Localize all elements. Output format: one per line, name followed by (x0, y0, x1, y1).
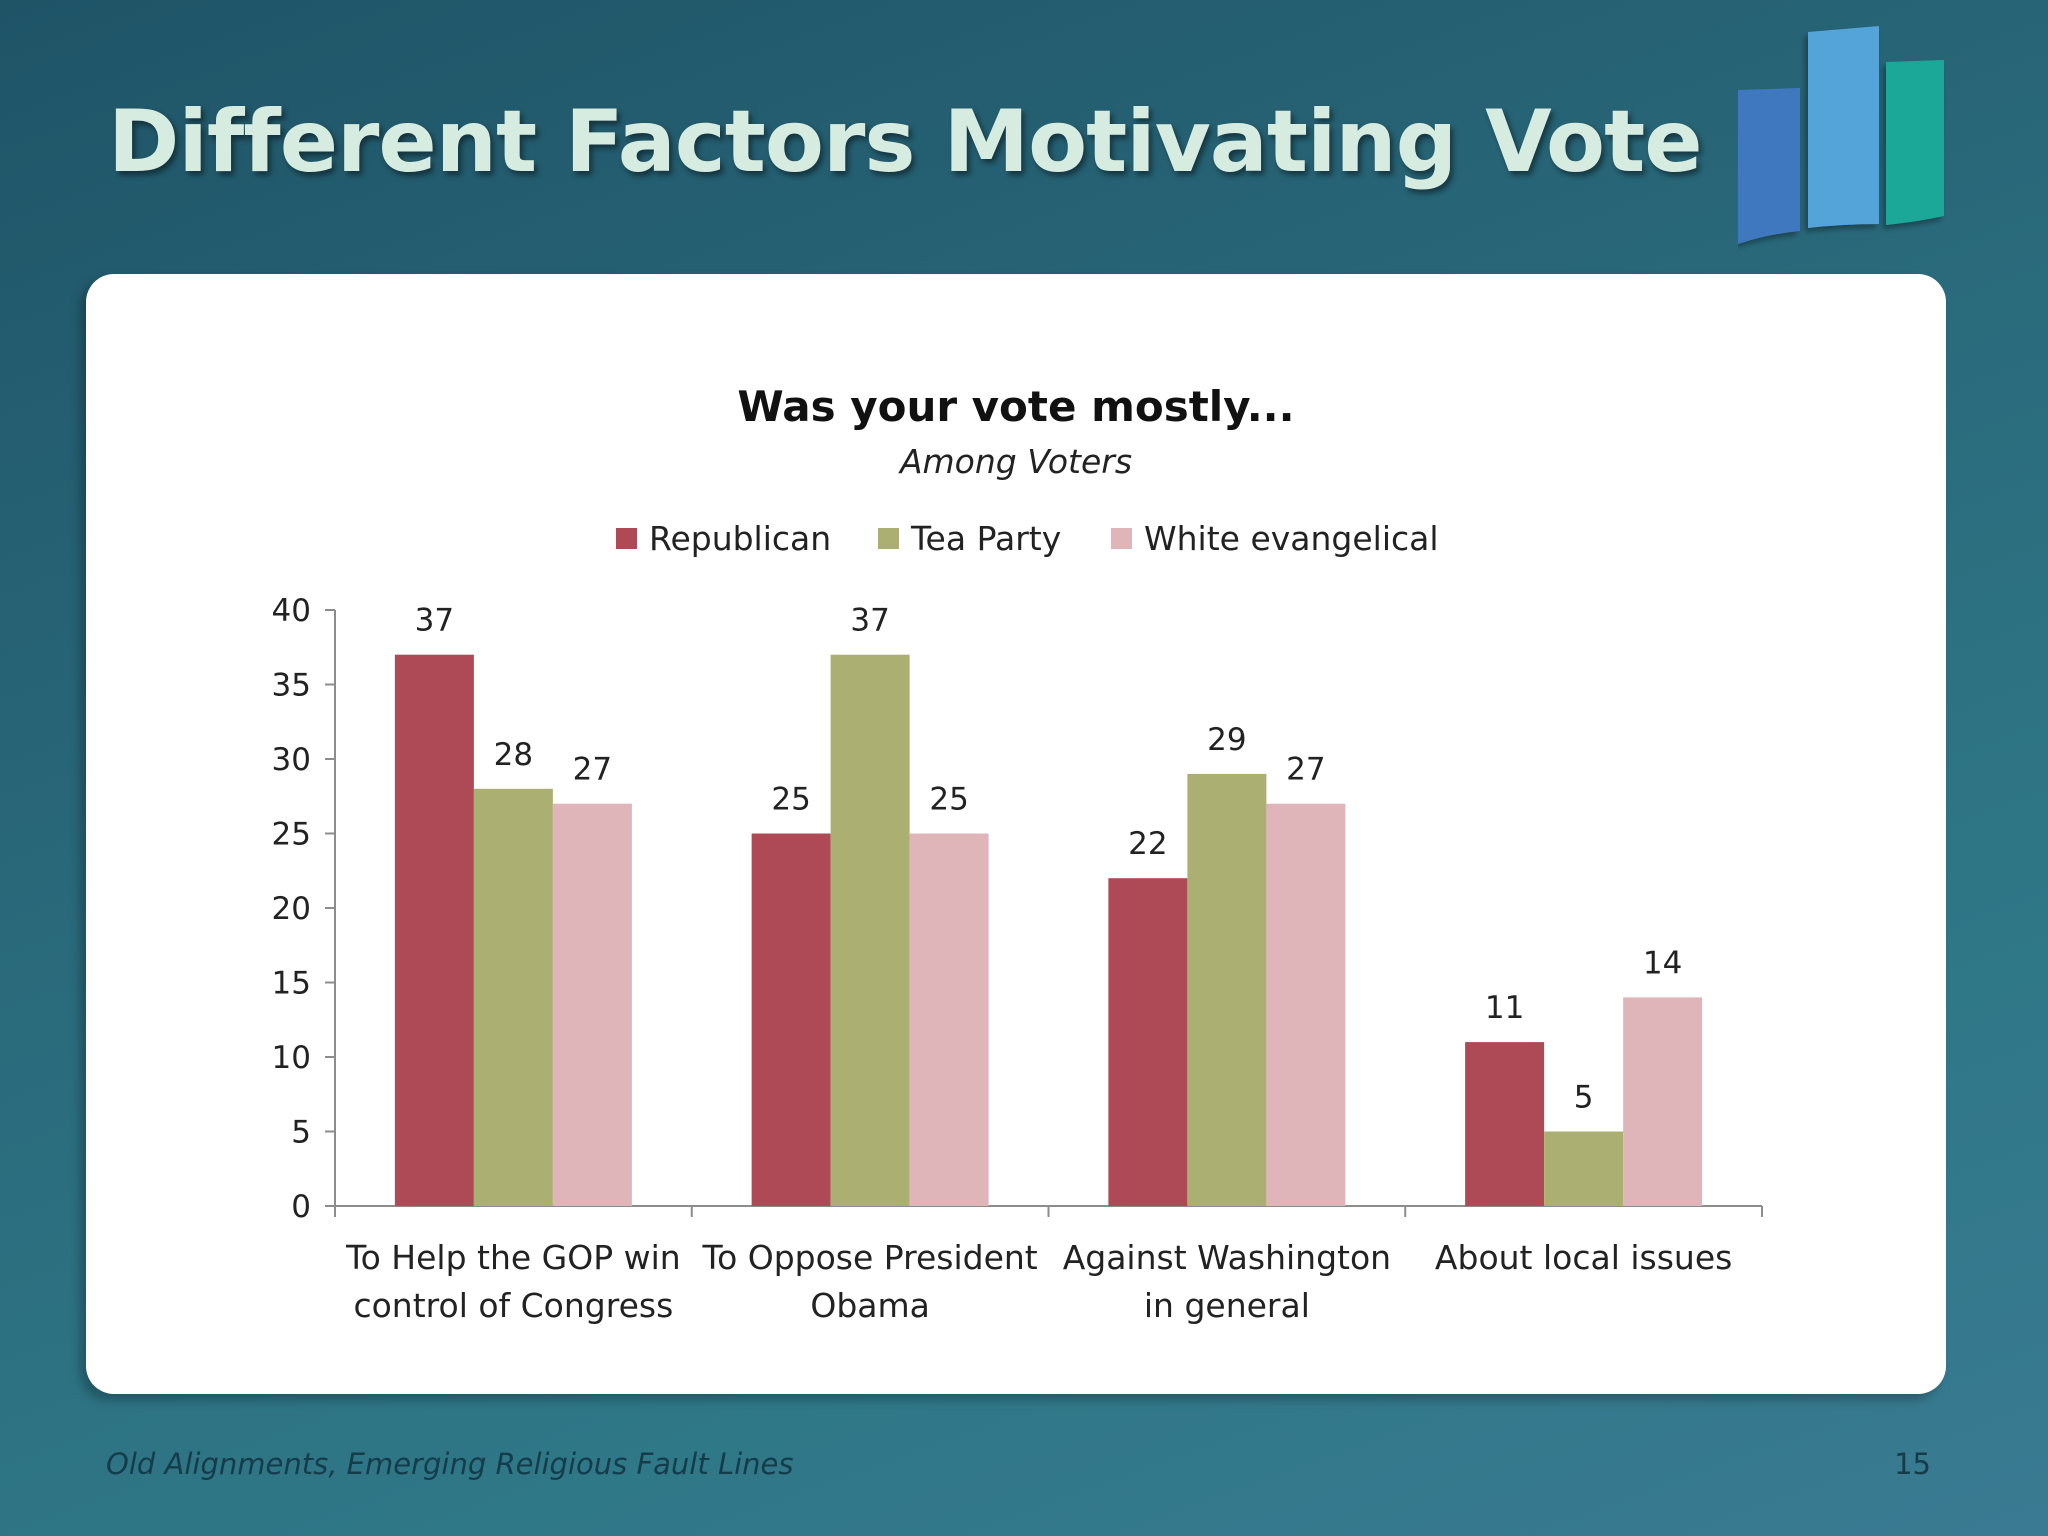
chart-panel: Was your vote mostly... Among Voters Rep… (86, 274, 1946, 1394)
y-tick-label: 5 (291, 1115, 311, 1151)
data-label: 28 (494, 737, 533, 773)
y-tick-label: 30 (272, 742, 311, 778)
bar (1544, 1131, 1624, 1206)
data-label: 27 (1286, 752, 1325, 788)
chart-bars (394, 654, 1703, 1206)
x-tick-label: Obama (810, 1286, 930, 1325)
slide-title: Different Factors Motivating Vote (108, 92, 1703, 192)
bar (909, 833, 989, 1206)
legend-swatch (1111, 528, 1132, 549)
bar (830, 654, 910, 1206)
data-label: 25 (771, 782, 810, 818)
x-tick-label: About local issues (1435, 1238, 1732, 1277)
bar (1266, 803, 1346, 1206)
y-tick-label: 0 (291, 1189, 311, 1225)
data-label: 37 (850, 603, 889, 639)
x-tick-label: control of Congress (353, 1286, 673, 1325)
x-tick-label: To Oppose President (702, 1238, 1038, 1277)
chart-title: Was your vote mostly... (737, 382, 1294, 431)
data-label: 29 (1207, 722, 1246, 758)
chart-subtitle: Among Voters (898, 442, 1132, 481)
bar (1108, 878, 1188, 1206)
bar (1465, 1042, 1545, 1206)
data-label: 11 (1485, 990, 1524, 1026)
chart-category-labels: To Help the GOP win control of Congress To… (345, 1238, 1732, 1325)
data-label: 5 (1574, 1080, 1594, 1116)
legend-label: Tea Party (910, 519, 1061, 558)
y-tick-label: 40 (272, 593, 311, 629)
legend-label: Republican (649, 519, 831, 558)
bar-chart: Was your vote mostly... Among Voters Rep… (272, 382, 1763, 1325)
y-tick-label: 15 (272, 966, 311, 1002)
y-tick-label: 10 (272, 1040, 311, 1076)
bar (1623, 997, 1703, 1206)
x-tick-label: To Help the GOP win (345, 1238, 681, 1277)
data-label: 22 (1128, 826, 1167, 862)
data-label: 25 (929, 782, 968, 818)
slide-footer: Old Alignments, Emerging Religious Fault… (106, 1447, 794, 1481)
chart-legend: Republican Tea Party White evangelical (616, 519, 1439, 558)
y-tick-label: 35 (272, 668, 311, 704)
legend-label: White evangelical (1144, 519, 1439, 558)
legend-swatch (878, 528, 899, 549)
data-label: 37 (415, 603, 454, 639)
chart-value-labels: 37 28 27 25 37 25 22 29 27 11 5 14 (415, 603, 1683, 1116)
data-label: 14 (1643, 945, 1682, 981)
legend-swatch (616, 528, 637, 549)
bar-chart-logo-icon (1738, 26, 1944, 244)
y-tick-label: 20 (272, 891, 311, 927)
data-label: 27 (573, 752, 612, 788)
x-tick-label: in general (1144, 1286, 1310, 1325)
bar (394, 654, 474, 1206)
bar (751, 833, 831, 1206)
x-tick-label: Against Washington (1063, 1238, 1391, 1277)
bar (473, 788, 553, 1206)
bar (552, 803, 632, 1206)
y-tick-label: 25 (272, 817, 311, 853)
bar (1187, 773, 1267, 1206)
page-number: 15 (1894, 1447, 1931, 1481)
